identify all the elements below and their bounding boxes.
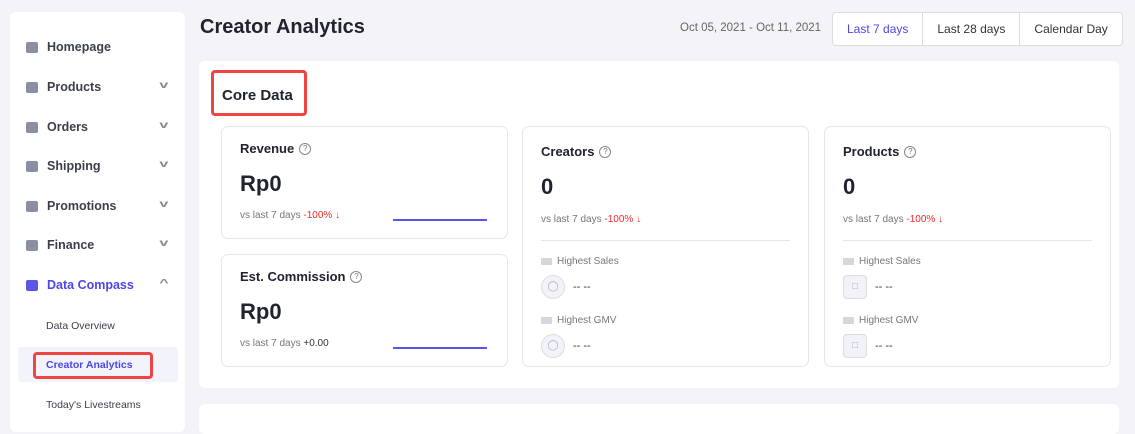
crown-icon — [843, 317, 854, 324]
sidebar-item-finance[interactable]: Finance v — [10, 233, 185, 257]
chevron-down-icon: v — [159, 159, 169, 170]
highlight-box — [211, 70, 307, 116]
sidebar-sub-data-overview[interactable]: Data Overview — [46, 320, 115, 332]
card-title: Products — [843, 144, 900, 159]
truck-icon — [26, 160, 38, 172]
range-calendar-day[interactable]: Calendar Day — [1019, 13, 1121, 45]
creators-value: 0 — [541, 174, 554, 199]
bag-icon — [26, 81, 38, 93]
help-icon[interactable]: ? — [904, 145, 917, 158]
vs-label: vs last 7 days — [240, 210, 301, 221]
chevron-up-icon: ^ — [159, 278, 169, 289]
sidebar-sub-todays-livestreams[interactable]: Today's Livestreams — [46, 399, 141, 411]
sidebar-item-products[interactable]: Products v — [10, 75, 185, 99]
vs-label: vs last 7 days — [843, 214, 904, 225]
card-title: Est. Commission — [240, 269, 346, 284]
sidebar-sub-creator-analytics[interactable]: Creator Analytics — [46, 359, 133, 371]
label: Finance — [47, 238, 95, 252]
card-icon — [26, 239, 38, 251]
chevron-down-icon: v — [159, 238, 169, 249]
change-value: +0.00 — [303, 338, 329, 349]
avatar-icon: ◯ — [541, 334, 565, 358]
card-title: Creators — [541, 144, 595, 159]
commission-card: Est. Commission? Rp0 vs last 7 days +0.0… — [221, 254, 508, 367]
highest-sales-label: Highest Sales — [859, 256, 921, 267]
chevron-down-icon: v — [159, 120, 169, 131]
sidebar-item-data-compass[interactable]: Data Compass ^ — [10, 273, 185, 297]
highest-sales-value: -- -- — [573, 281, 591, 293]
highest-gmv-value: -- -- — [875, 340, 893, 352]
label: Orders — [47, 120, 88, 134]
crown-icon — [541, 317, 552, 324]
label: Homepage — [47, 40, 111, 54]
crown-icon — [541, 258, 552, 265]
help-icon[interactable]: ? — [599, 145, 612, 158]
sidebar-item-homepage[interactable]: Homepage — [10, 35, 185, 59]
avatar-icon: ◯ — [541, 275, 565, 299]
highest-sales-label: Highest Sales — [557, 256, 619, 267]
vs-label: vs last 7 days — [240, 338, 301, 349]
range-selector: Last 7 days Last 28 days Calendar Day — [832, 12, 1123, 46]
arrow-down-icon: ↓ — [335, 210, 341, 221]
product-placeholder-icon: □ — [843, 275, 867, 299]
commission-value: Rp0 — [240, 299, 282, 324]
next-panel — [199, 404, 1119, 434]
revenue-value: Rp0 — [240, 171, 282, 196]
sidebar-item-orders[interactable]: Orders v — [10, 115, 185, 139]
arrow-down-icon: ↓ — [636, 214, 642, 225]
highest-gmv-value: -- -- — [573, 340, 591, 352]
label: Shipping — [47, 159, 101, 173]
sparkline — [393, 219, 487, 221]
page-title: Creator Analytics — [200, 16, 365, 38]
change-value: -100% — [906, 214, 936, 225]
vs-label: vs last 7 days — [541, 214, 602, 225]
change-value: -100% — [604, 214, 634, 225]
creators-card: Creators? 0 vs last 7 days -100% ↓ Highe… — [522, 126, 809, 367]
highest-gmv-label: Highest GMV — [859, 315, 919, 326]
divider — [843, 240, 1092, 241]
chevron-down-icon: v — [159, 80, 169, 91]
orders-icon — [26, 121, 38, 133]
help-icon[interactable]: ? — [350, 270, 363, 283]
products-value: 0 — [843, 174, 856, 199]
help-icon[interactable]: ? — [299, 142, 312, 155]
change-value: -100% — [303, 210, 333, 221]
chevron-down-icon: v — [159, 199, 169, 210]
megaphone-icon — [26, 200, 38, 212]
arrow-down-icon: ↓ — [938, 214, 944, 225]
range-last-28-days[interactable]: Last 28 days — [922, 13, 1019, 45]
revenue-card: Revenue? Rp0 vs last 7 days -100% ↓ — [221, 126, 508, 239]
home-icon — [26, 41, 38, 53]
products-card: Products? 0 vs last 7 days -100% ↓ Highe… — [824, 126, 1111, 367]
highest-gmv-label: Highest GMV — [557, 315, 617, 326]
sidebar-item-shipping[interactable]: Shipping v — [10, 154, 185, 178]
crown-icon — [843, 258, 854, 265]
card-title: Revenue — [240, 141, 295, 156]
label: Data Compass — [47, 278, 134, 292]
label: Products — [47, 80, 102, 94]
highlight-box — [33, 352, 153, 379]
core-data-title: Core Data — [222, 87, 293, 104]
range-last-7-days[interactable]: Last 7 days — [847, 22, 909, 36]
sidebar-item-promotions[interactable]: Promotions v — [10, 194, 185, 218]
label: Promotions — [47, 199, 117, 213]
date-range[interactable]: Oct 05, 2021 - Oct 11, 2021 — [680, 22, 822, 34]
chart-icon — [26, 279, 38, 291]
product-placeholder-icon: □ — [843, 334, 867, 358]
highest-sales-value: -- -- — [875, 281, 893, 293]
divider — [541, 240, 790, 241]
sparkline — [393, 347, 487, 349]
